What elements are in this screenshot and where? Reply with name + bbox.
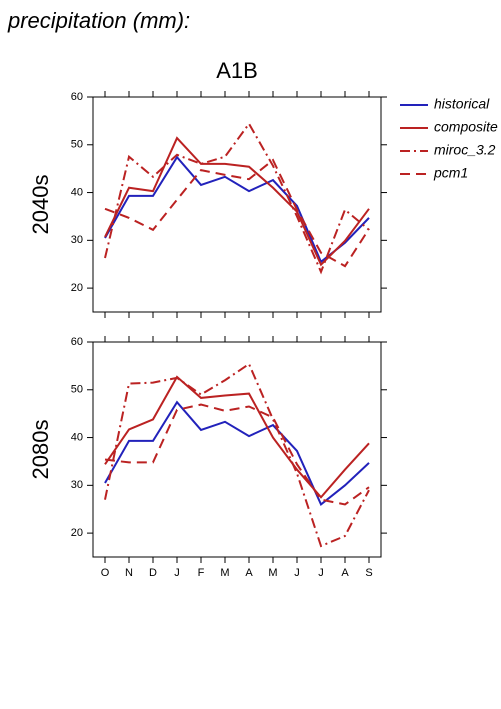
x-tick-label: N [125,567,133,579]
y-tick-label: 20 [71,527,83,539]
x-tick-label: J [294,567,300,579]
y-axis-label: 2040s [28,175,53,235]
series-line [104,362,370,548]
scenario-title: A1B [216,58,258,83]
y-tick-label: 30 [71,479,83,491]
x-tick-label: A [341,567,349,579]
series-line [104,403,370,506]
y-tick-label: 50 [71,139,83,151]
series-line [104,158,370,268]
series-line [104,155,370,264]
series-line [104,400,370,507]
plot-frame [92,341,382,558]
legend-label: composite [434,119,498,135]
y-axis-label: 2080s [28,420,53,480]
y-tick-label: 30 [71,234,83,246]
x-tick-label: M [268,567,277,579]
x-tick-label: S [365,567,372,579]
x-tick-label: J [318,567,324,579]
plot-frame [92,96,382,313]
x-tick-label: A [245,567,253,579]
page-title: precipitation (mm): [7,8,190,33]
y-tick-label: 60 [71,91,83,103]
x-tick-label: J [174,567,180,579]
legend-label: historical [434,96,490,112]
series-line [104,121,370,275]
y-tick-label: 60 [71,336,83,348]
x-tick-label: D [149,567,157,579]
y-tick-label: 40 [71,431,83,443]
x-tick-label: O [101,567,110,579]
y-tick-label: 40 [71,186,83,198]
x-tick-label: F [198,567,205,579]
series-line [104,375,370,499]
legend-label: miroc_3.2 [434,142,496,158]
series-line [104,136,370,267]
x-tick-label: M [220,567,229,579]
y-tick-label: 20 [71,282,83,294]
legend-label: pcm1 [433,165,468,181]
y-tick-label: 50 [71,384,83,396]
